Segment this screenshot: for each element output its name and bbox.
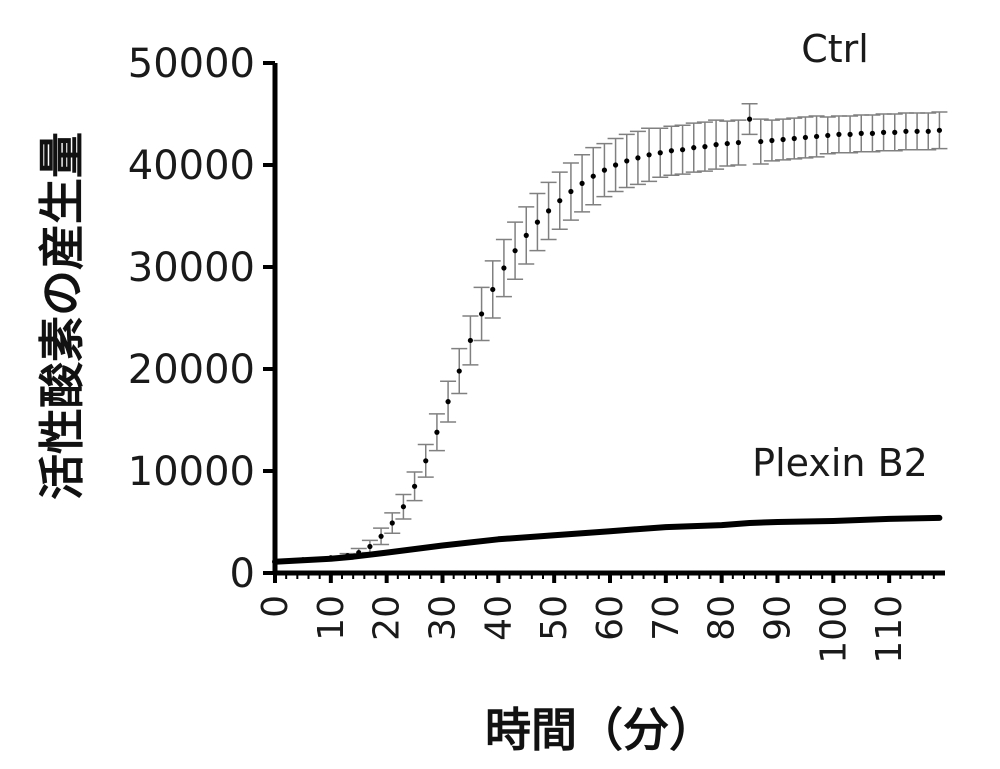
series-label-plexin-b2: Plexin B2 [752,441,928,485]
x-tick-label: 40 [478,595,519,641]
y-tick-label: 50000 [128,41,255,87]
ctrl-point [825,132,831,139]
x-tick-label: 50 [534,595,575,641]
ctrl-point [590,173,596,179]
ctrl-point [657,150,663,156]
ctrl-point [813,133,820,140]
ctrl-point [467,337,474,344]
ctrl-point [512,248,518,254]
x-tick-label: 70 [646,595,687,641]
y-tick-label: 20000 [128,347,255,393]
plexin-b2-line [272,514,943,565]
ctrl-point [579,180,585,186]
ctrl-point [534,219,541,225]
ctrl-point [914,128,920,134]
y-axis: 0 10000 20000 30000 40000 50000 [128,41,278,597]
ctrl-point [478,311,485,317]
x-tick-label: 30 [423,595,464,641]
x-axis-label: 時間（分） [485,703,715,757]
ctrl-point [568,188,574,195]
ctrl-point [847,131,853,137]
y-tick-label: 0 [230,551,255,597]
ctrl-point [746,116,753,122]
x-tick-label: 110 [869,595,910,664]
ctrl-point [758,138,764,145]
ctrl-point [545,208,552,214]
series-plexin-b2 [272,514,943,565]
y-tick-label: 40000 [128,143,255,189]
x-tick-label: 0 [255,595,296,618]
ctrl-point [869,130,876,136]
ctrl-point [679,147,686,153]
ctrl-point [903,128,909,134]
y-tick-label: 30000 [128,245,255,291]
ctrl-point [802,134,809,141]
ctrl-point [557,198,563,204]
ctrl-point [791,135,797,142]
ctrl-point [523,232,529,238]
ctrl-point [880,129,887,135]
x-tick-label: 80 [702,595,743,641]
ctrl-point [780,136,786,143]
x-tick-label: 100 [813,595,854,664]
y-axis-label: 活性酸素の産生量 [35,132,89,500]
ctrl-point [400,504,407,510]
ctrl-point [769,137,775,144]
ctrl-point [724,140,730,147]
ctrl-point [735,139,742,146]
series-ctrl [272,103,948,564]
ctrl-point [434,429,440,435]
ctrl-point [892,129,898,135]
ctrl-point [423,458,429,464]
x-axis: 0 10 20 30 40 50 60 70 80 90 100 110 [255,570,945,664]
ctrl-point [624,158,630,164]
ctrl-point [702,144,708,150]
ctrl-point [646,152,652,158]
ctrl-point [501,265,507,271]
ctrl-point [713,142,719,148]
ctrl-point [367,543,373,550]
ctrl-point [668,148,675,154]
x-tick-label: 90 [758,595,799,641]
ctrl-point [389,520,395,526]
ctrl-point [691,145,697,151]
ctrl-point [378,533,384,539]
ctrl-point [936,127,943,133]
x-tick-label: 10 [311,595,352,641]
ctrl-point [456,368,462,374]
ctrl-point [925,128,931,134]
ctrl-point [635,155,641,161]
ctrl-point [858,130,864,136]
ctrl-point [836,131,842,137]
x-tick-label: 20 [367,595,408,641]
ctrl-point [601,167,608,173]
ctrl-point [445,399,451,405]
series-label-ctrl: Ctrl [801,27,869,71]
ctrl-point [490,286,496,293]
y-tick-label: 10000 [128,449,255,495]
ctrl-point [411,483,418,489]
ctrl-point [612,162,619,168]
x-tick-label: 60 [590,595,631,641]
